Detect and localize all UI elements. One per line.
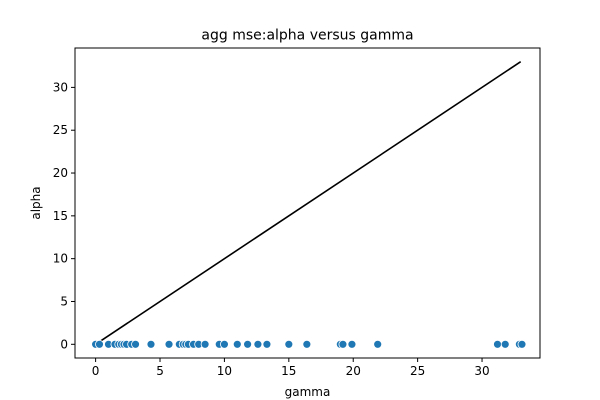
scatter-point: [262, 339, 272, 349]
scatter-point: [200, 339, 210, 349]
scatter-point: [220, 339, 229, 349]
x-tick-label: 15: [281, 364, 296, 378]
scatter-point: [253, 339, 263, 349]
plot-area: [91, 61, 527, 349]
axes-frame: [74, 47, 541, 359]
x-tick-label: 25: [410, 364, 425, 378]
y-tick-label: 0: [60, 337, 68, 351]
x-tick-label: 10: [217, 364, 232, 378]
x-tick-label: 0: [92, 364, 100, 378]
x-tick-label: 30: [474, 364, 489, 378]
x-tick-label: 5: [156, 364, 164, 378]
y-tick-label: 5: [60, 294, 68, 308]
x-tick-label: 20: [346, 364, 361, 378]
scatter-point: [338, 339, 348, 349]
y-tick-label: 30: [53, 80, 68, 94]
scatter-point: [232, 339, 242, 349]
scatter-point: [131, 339, 140, 349]
scatter-point: [164, 339, 174, 349]
chart-title: agg mse:alpha versus gamma: [201, 28, 413, 44]
y-tick-label: 25: [53, 123, 68, 137]
scatter-point: [243, 339, 253, 349]
x-axis-label: gamma: [285, 385, 331, 399]
scatter-point: [373, 339, 383, 349]
scatter-point: [347, 339, 357, 349]
scatter-point: [146, 339, 156, 349]
y-axis-ticks: 0 5 10 15 20 25 30: [53, 80, 75, 351]
y-tick-label: 15: [53, 209, 68, 223]
scatter-point: [95, 339, 104, 349]
scatter-point: [493, 339, 502, 349]
y-tick-label: 20: [53, 166, 68, 180]
x-axis-ticks: 0 5 10 15 20 25 30: [92, 358, 490, 378]
y-axis-label: alpha: [29, 186, 43, 219]
reference-line: [95, 61, 522, 345]
scatter-point: [517, 339, 527, 349]
scatter-point: [500, 339, 510, 349]
y-tick-label: 10: [53, 252, 68, 266]
scatter-point: [302, 339, 312, 349]
scatter-point: [284, 339, 294, 349]
